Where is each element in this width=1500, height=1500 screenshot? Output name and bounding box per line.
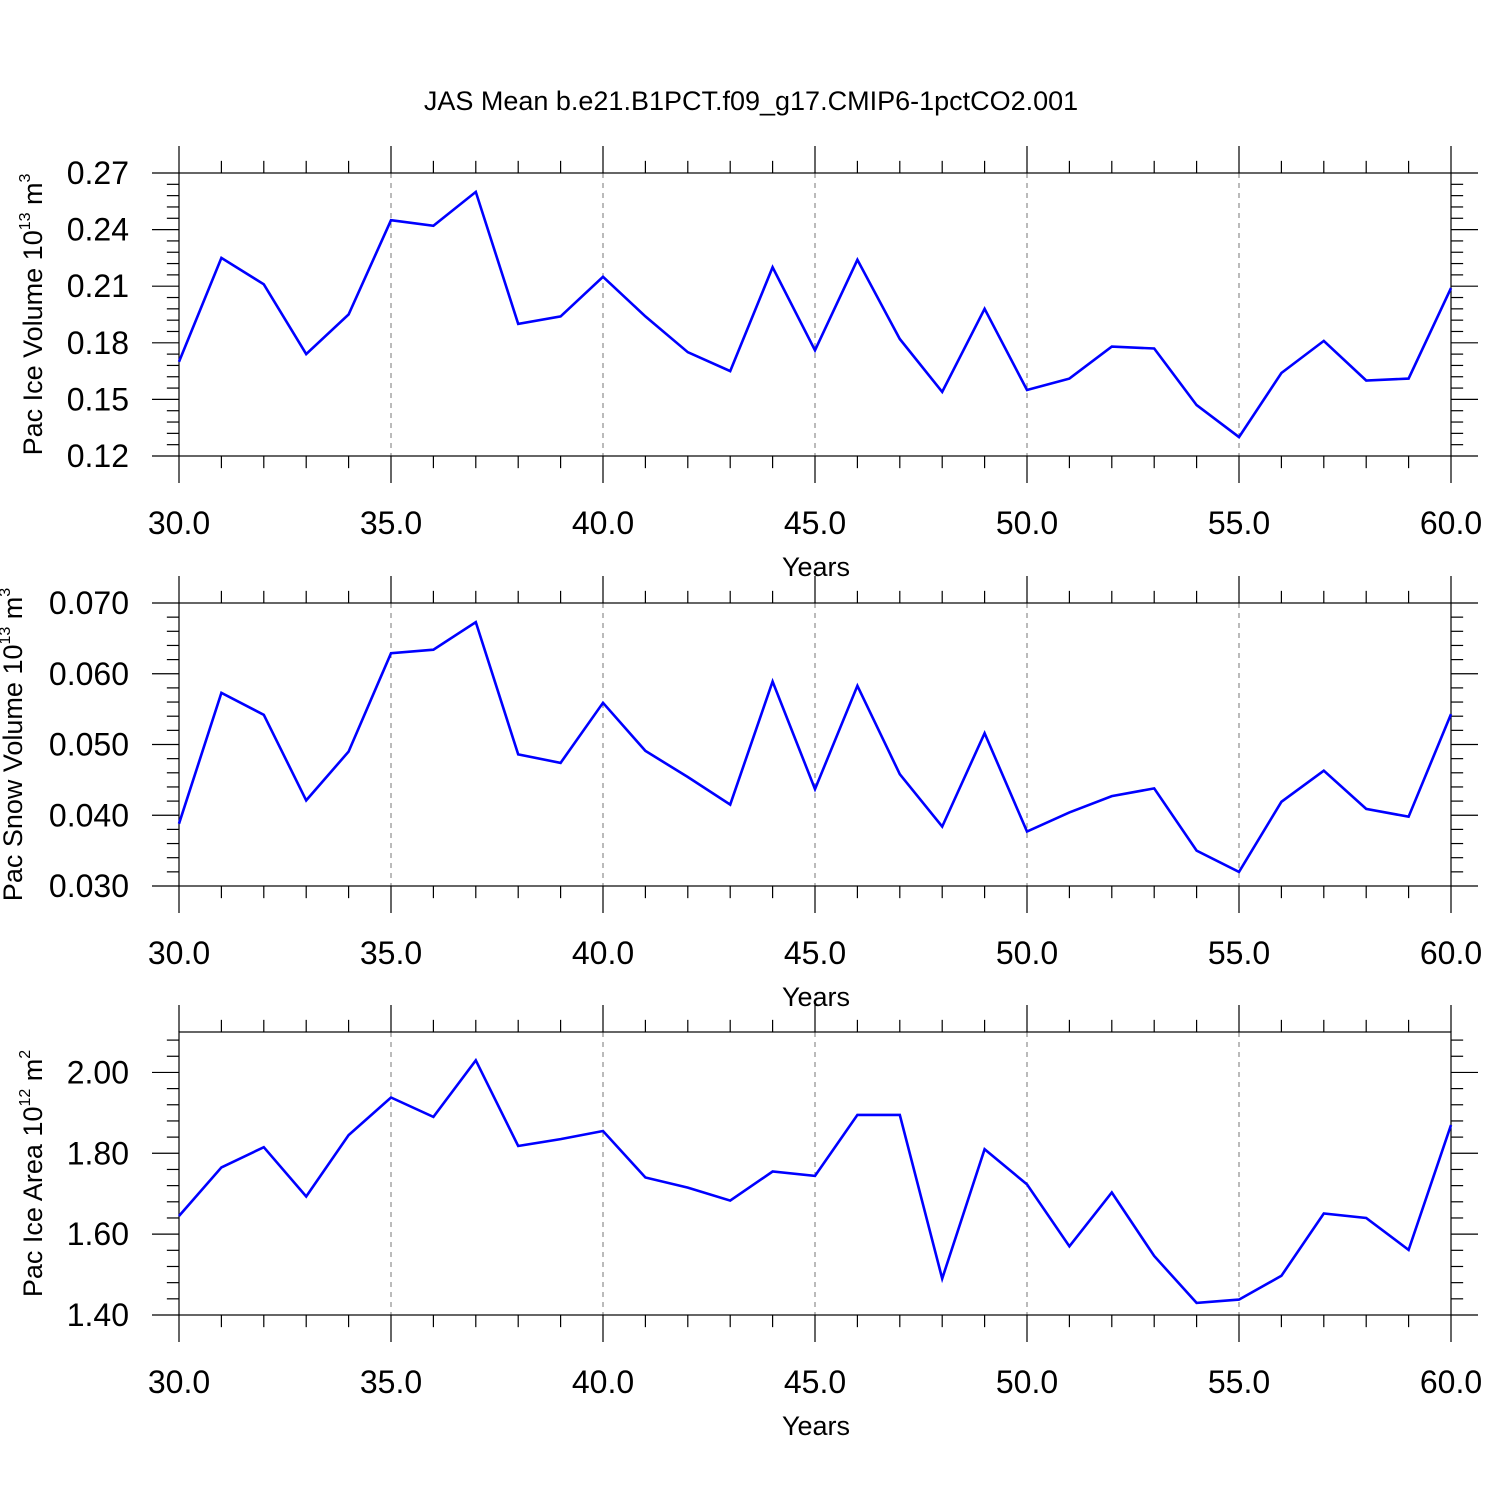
y-tick-label: 2.00 <box>67 1054 129 1090</box>
x-tick-label: 40.0 <box>572 935 634 971</box>
x-tick-label: 50.0 <box>996 505 1058 541</box>
x-tick-label: 35.0 <box>360 1364 422 1400</box>
chart-panel-3: 30.0 35.0 40.0 45.0 50.0 55.0 60.0 1.40 1.60 1.80… <box>17 1005 1482 1441</box>
y-axis-title-text: m <box>18 182 48 212</box>
y-axis-title: Pac Ice Area 1012 m2 <box>17 1050 48 1297</box>
y-tick-label: 0.050 <box>49 727 129 763</box>
series-line <box>178 1057 1453 1305</box>
y-tick-label: 0.18 <box>67 325 129 361</box>
y-tick-label: 1.40 <box>67 1297 129 1333</box>
y-axis-title-superscript: 2 <box>17 1050 34 1059</box>
chart-panel-2: 30.0 35.0 40.0 45.0 50.0 55.0 60.0 0.030 0.040 0.… <box>0 576 1482 1012</box>
x-tick-label: 60.0 <box>1420 505 1482 541</box>
x-tick-label: 45.0 <box>784 1364 846 1400</box>
x-tick-label: 60.0 <box>1420 935 1482 971</box>
y-tick-label: 0.27 <box>67 155 129 191</box>
series-line <box>177 189 1453 439</box>
y-tick-label: 0.12 <box>67 438 129 474</box>
x-tick-label: 30.0 <box>148 1364 210 1400</box>
x-tick-label: 30.0 <box>148 505 210 541</box>
x-tick-label: 35.0 <box>360 505 422 541</box>
y-axis-title: Pac Ice Volume 1013 m3 <box>17 173 48 455</box>
x-axis-title: Years <box>782 1411 850 1441</box>
x-tick-label: 55.0 <box>1208 1364 1270 1400</box>
x-tick-label: 50.0 <box>996 1364 1058 1400</box>
x-tick-label: 45.0 <box>784 935 846 971</box>
y-tick-label: 1.60 <box>67 1216 129 1252</box>
x-tick-label: 40.0 <box>572 1364 634 1400</box>
y-tick-label: 0.15 <box>67 381 129 417</box>
x-tick-label: 55.0 <box>1208 505 1270 541</box>
y-axis-title-superscript: 3 <box>17 173 34 182</box>
y-tick-label: 0.24 <box>67 212 129 248</box>
chart-panel-1: 30.0 35.0 40.0 45.0 50.0 55.0 60.0 0.12 0.15 0.18… <box>17 146 1482 582</box>
y-axis-title-superscript: 13 <box>0 627 14 645</box>
y-tick-label: 0.21 <box>67 268 129 304</box>
y-axis-title-superscript: 12 <box>17 1089 34 1107</box>
x-tick-label: 45.0 <box>784 505 846 541</box>
y-tick-label: 0.040 <box>49 797 129 833</box>
x-axis-title: Years <box>782 552 850 582</box>
y-axis-title-text: Pac Ice Volume 10 <box>18 230 48 455</box>
y-axis-title-text: Pac Snow Volume 10 <box>0 645 28 902</box>
y-axis-title-text: m <box>18 1059 48 1089</box>
y-tick-label: 1.80 <box>67 1135 129 1171</box>
y-axis-title-superscript: 13 <box>17 212 34 230</box>
x-tick-label: 60.0 <box>1420 1364 1482 1400</box>
y-tick-label: 0.070 <box>49 585 129 621</box>
x-axis-title: Years <box>782 982 850 1012</box>
series-line <box>177 620 1453 874</box>
x-tick-label: 35.0 <box>360 935 422 971</box>
y-axis-title: Pac Snow Volume 1013 m3 <box>0 588 28 901</box>
chart-title: JAS Mean b.e21.B1PCT.f09_g17.CMIP6-1pctC… <box>424 86 1078 116</box>
x-tick-label: 30.0 <box>148 935 210 971</box>
y-axis-title-superscript: 3 <box>0 588 14 597</box>
x-tick-label: 55.0 <box>1208 935 1270 971</box>
y-tick-label: 0.030 <box>49 868 129 904</box>
x-tick-label: 40.0 <box>572 505 634 541</box>
y-axis-title-text: m <box>0 597 28 627</box>
y-axis-title-text: Pac Ice Area 10 <box>18 1107 48 1298</box>
x-tick-label: 50.0 <box>996 935 1058 971</box>
y-tick-label: 0.060 <box>49 656 129 692</box>
